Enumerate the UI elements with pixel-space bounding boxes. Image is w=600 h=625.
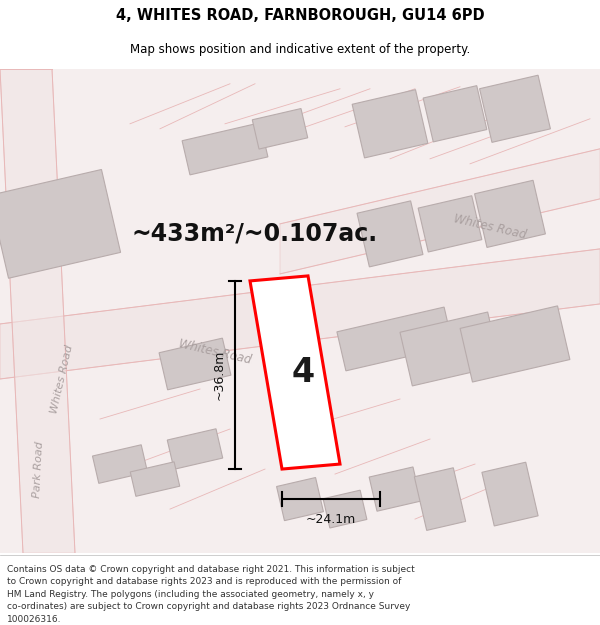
- Polygon shape: [423, 86, 487, 142]
- Polygon shape: [182, 122, 268, 175]
- Text: Whites Road: Whites Road: [452, 213, 527, 241]
- Polygon shape: [277, 478, 323, 521]
- Text: HM Land Registry. The polygons (including the associated geometry, namely x, y: HM Land Registry. The polygons (includin…: [7, 590, 374, 599]
- Polygon shape: [460, 306, 570, 382]
- Polygon shape: [482, 462, 538, 526]
- Polygon shape: [250, 276, 340, 469]
- Text: ~433m²/~0.107ac.: ~433m²/~0.107ac.: [132, 222, 378, 246]
- Text: Map shows position and indicative extent of the property.: Map shows position and indicative extent…: [130, 43, 470, 56]
- Polygon shape: [167, 429, 223, 469]
- Text: to Crown copyright and database rights 2023 and is reproduced with the permissio: to Crown copyright and database rights 2…: [7, 578, 401, 586]
- Polygon shape: [369, 467, 421, 511]
- Polygon shape: [323, 490, 367, 528]
- Polygon shape: [0, 169, 121, 278]
- Text: ~36.8m: ~36.8m: [212, 350, 226, 400]
- Text: Contains OS data © Crown copyright and database right 2021. This information is : Contains OS data © Crown copyright and d…: [7, 564, 415, 574]
- Text: Whites Road: Whites Road: [178, 338, 253, 367]
- Polygon shape: [252, 109, 308, 149]
- Polygon shape: [418, 196, 482, 252]
- Text: 100026316.: 100026316.: [7, 615, 62, 624]
- Text: 4, WHITES ROAD, FARNBOROUGH, GU14 6PD: 4, WHITES ROAD, FARNBOROUGH, GU14 6PD: [116, 8, 484, 22]
- Text: 4: 4: [292, 356, 314, 389]
- Polygon shape: [479, 75, 550, 142]
- Polygon shape: [475, 180, 545, 248]
- Polygon shape: [130, 462, 180, 496]
- Polygon shape: [415, 468, 466, 531]
- Polygon shape: [0, 69, 75, 553]
- Polygon shape: [159, 338, 231, 390]
- Polygon shape: [337, 307, 453, 371]
- Polygon shape: [400, 312, 500, 386]
- Polygon shape: [280, 149, 600, 274]
- Text: ~24.1m: ~24.1m: [306, 512, 356, 526]
- Polygon shape: [92, 445, 148, 483]
- Polygon shape: [357, 201, 423, 267]
- Text: Whites Road: Whites Road: [49, 344, 75, 414]
- Polygon shape: [0, 249, 600, 379]
- Text: co-ordinates) are subject to Crown copyright and database rights 2023 Ordnance S: co-ordinates) are subject to Crown copyr…: [7, 602, 410, 611]
- Text: Park Road: Park Road: [32, 441, 44, 498]
- Polygon shape: [352, 89, 428, 158]
